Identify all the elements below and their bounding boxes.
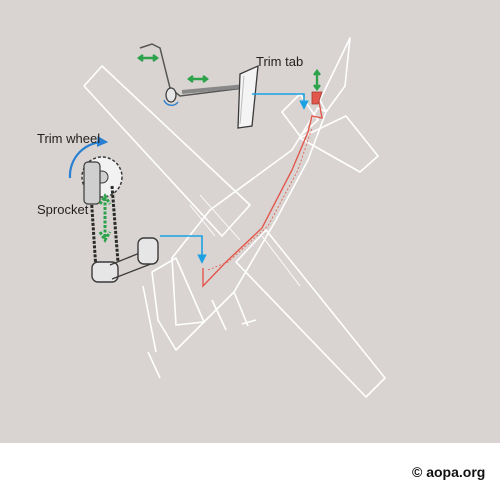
sprocket-motion-arrow [98,193,112,243]
trim-system-diagram: Trim tab Trim wheel Sprocket [0,0,500,443]
linkage-motion-arrow-left [137,54,159,62]
left-stabilizer [281,93,319,137]
actuator-linkage [139,43,245,97]
actuator-bellcrank [165,87,177,103]
trim-wheel-assembly [68,135,159,283]
aircraft-outline [83,37,386,398]
tail-callout-arrow [252,93,309,110]
copyright-credit: © aopa.org [412,464,486,480]
lower-pulley [91,261,119,283]
trim-tab-label: Trim tab [256,54,304,69]
fuselage [171,107,327,326]
diagram-canvas [68,37,386,398]
tab-motion-arrow [313,69,321,91]
rod-motion-arrow [187,75,209,83]
left-wing [83,65,251,237]
propeller [142,285,161,379]
trim-tab-edge [239,75,245,125]
trim-cable-return [207,127,313,271]
actuator-rod [181,84,247,94]
trim-tab-surface [237,64,259,129]
wing-detail-lines [189,194,301,287]
sprocket-housing [83,161,101,205]
vertical-fin [319,37,351,113]
landing-gear [211,291,257,331]
right-stabilizer [299,115,379,173]
tail-trim-horn [311,91,323,105]
cockpit-callout-arrow [160,235,207,264]
right-wing [235,229,386,398]
nose [151,257,205,351]
torque-tube-end [137,237,159,265]
trim-cable [202,95,323,288]
trim-wheel-label: Trim wheel [37,131,101,146]
actuator-rotation-arrow [163,99,179,106]
trim-wheel-rotation-arrow [68,135,109,179]
trim-tab-actuator [137,43,321,129]
sprocket-label: Sprocket [37,202,89,217]
